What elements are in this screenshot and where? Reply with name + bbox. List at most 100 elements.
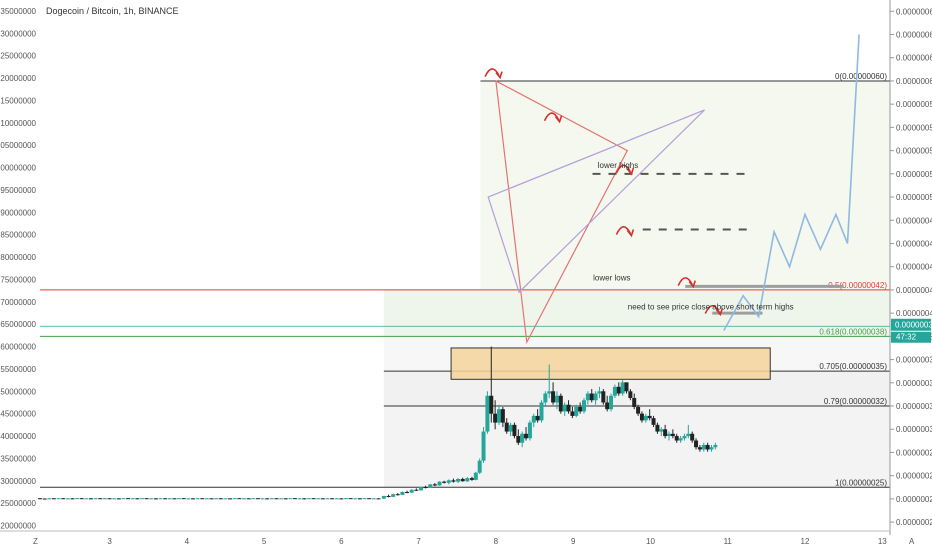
candle-body xyxy=(508,424,513,432)
candle-body xyxy=(376,498,381,500)
x-axis-tick: 11 xyxy=(724,537,733,546)
support-zone xyxy=(450,347,771,380)
candle-body xyxy=(70,498,75,500)
right-axis-tick: 0.00000054 xyxy=(896,147,932,156)
candle-body xyxy=(279,498,284,500)
candle-body xyxy=(79,498,84,500)
candle-body xyxy=(348,498,353,500)
chart-title: Dogecoin / Bitcoin, 1h, BINANCE xyxy=(46,6,179,16)
zoom-label[interactable]: Z xyxy=(33,537,38,546)
candle-body xyxy=(554,395,559,403)
candle-body xyxy=(524,433,529,439)
candle-body xyxy=(344,498,348,500)
candle-body xyxy=(395,494,400,496)
candle-body xyxy=(149,498,154,500)
candle-body xyxy=(177,498,182,500)
x-axis-tick: 7 xyxy=(416,537,421,546)
candle-body xyxy=(51,498,56,500)
candle-body xyxy=(636,406,641,414)
candle-body xyxy=(651,418,656,425)
candle-body xyxy=(98,498,103,500)
candle-body xyxy=(414,489,419,491)
candle-body xyxy=(362,498,367,500)
right-axis-tick: 0.00000046 xyxy=(896,239,932,248)
candle-body xyxy=(56,498,61,500)
candle-body xyxy=(477,460,482,473)
fib-label: 0(0.00000060) xyxy=(835,72,887,81)
fib-levels: 0(0.00000060) 0.5(0.00000042) 0.618(0.0000… xyxy=(40,72,890,488)
candle-body xyxy=(609,395,614,410)
x-axis-tick: 10 xyxy=(646,537,655,546)
candle-body xyxy=(242,498,246,500)
curved-arrow xyxy=(677,277,693,286)
candle-body xyxy=(386,495,391,497)
candle-body xyxy=(558,395,563,412)
candle-body xyxy=(237,498,242,500)
candle-body xyxy=(204,498,209,500)
candle-body xyxy=(409,489,414,493)
price-badge xyxy=(891,318,931,331)
x-axis-tick: 4 xyxy=(185,537,190,546)
candle-body xyxy=(181,498,186,500)
left-axis-tick: 0.55000000 xyxy=(0,365,37,374)
candles xyxy=(38,346,718,500)
right-axis-tick: 0.00000058 xyxy=(896,100,932,109)
x-axis-tick: 8 xyxy=(494,537,499,546)
candle-body xyxy=(293,498,297,500)
left-axis-tick: 0.25000000 xyxy=(0,499,37,508)
candle-body xyxy=(195,498,200,500)
candle-body xyxy=(302,498,307,500)
candle-body xyxy=(89,498,93,500)
candle-body xyxy=(709,447,714,450)
left-axis-tick: 0.60000000 xyxy=(0,343,37,352)
fib-band xyxy=(383,406,890,488)
candle-body xyxy=(705,444,710,450)
candle-body xyxy=(255,498,260,500)
curved-arrow xyxy=(704,304,720,314)
left-axis-tick: 0.50000000 xyxy=(0,387,37,396)
candle-body xyxy=(543,393,548,403)
right-axis-tick: 0.00000066 xyxy=(896,7,932,16)
auto-scale-label[interactable]: A xyxy=(909,537,915,546)
x-axis-tick: 6 xyxy=(339,537,344,546)
candle-body xyxy=(489,395,494,414)
left-axis-tick: 1.15000000 xyxy=(0,96,37,105)
candle-body xyxy=(274,498,279,500)
candle-body xyxy=(497,409,501,423)
right-axis-tick: 0.00000042 xyxy=(896,286,932,295)
candle-body xyxy=(460,478,465,482)
candle-body xyxy=(551,391,556,403)
candle-body xyxy=(701,444,706,450)
candle-body xyxy=(163,498,168,500)
left-axis-tick: 1.05000000 xyxy=(0,141,37,150)
x-axis-tick: 13 xyxy=(878,537,887,546)
left-axis-tick: 0.70000000 xyxy=(0,298,37,307)
candle-body xyxy=(547,391,552,394)
candle-body xyxy=(697,447,702,450)
candle-body xyxy=(589,393,594,401)
candle-body xyxy=(451,480,456,482)
candle-body xyxy=(116,498,121,500)
candle-body xyxy=(597,391,602,394)
candle-body xyxy=(481,431,486,461)
right-axis-tick: 0.00000052 xyxy=(896,170,932,179)
candle-body xyxy=(158,498,163,500)
right-axis-tick: 0.00000032 xyxy=(896,402,932,411)
left-axis-tick: 0.20000000 xyxy=(0,522,37,531)
left-axis-tick: 1.30000000 xyxy=(0,29,37,38)
candle-body xyxy=(153,498,158,500)
candle-body xyxy=(311,498,316,500)
candle-body xyxy=(135,498,140,500)
candle-body xyxy=(520,433,525,443)
right-axis-tick: 0.00000060 xyxy=(896,77,932,86)
candle-body xyxy=(647,415,652,419)
candle-body xyxy=(405,491,410,493)
wedge-lines xyxy=(487,109,705,294)
fib-label: 0.705(0.00000035) xyxy=(819,362,887,371)
candle-body xyxy=(130,498,135,500)
candle-body xyxy=(140,498,144,500)
candle-body xyxy=(172,498,177,500)
